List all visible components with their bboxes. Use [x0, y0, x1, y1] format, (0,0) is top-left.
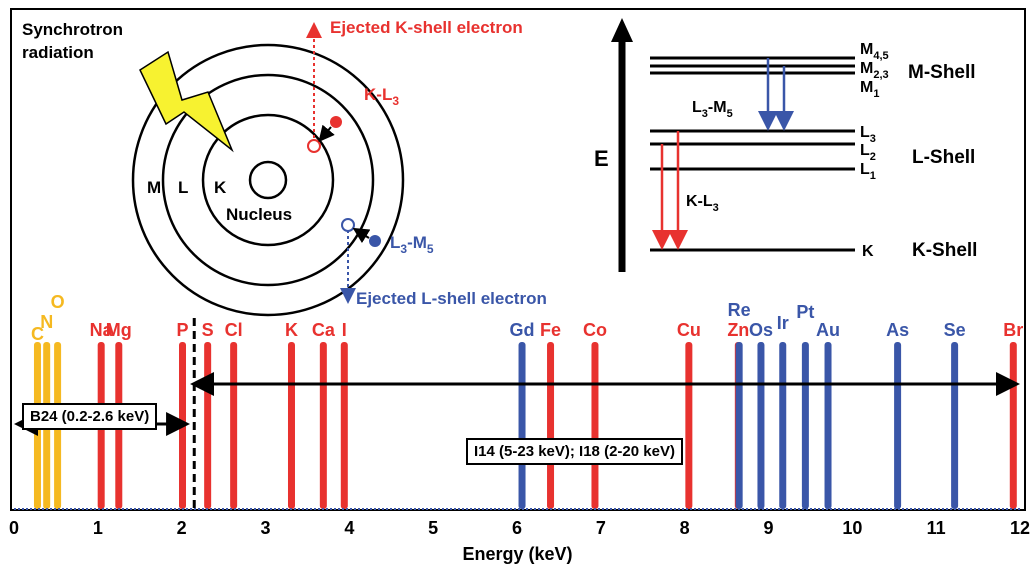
element-label-k: K [284, 320, 298, 340]
x-tick-3: 3 [260, 518, 271, 538]
emission-line-co [591, 342, 599, 509]
nucleus-circle [248, 160, 288, 200]
x-tick-7: 7 [595, 518, 606, 538]
element-label-se: Se [943, 320, 966, 340]
emission-line-au [824, 342, 832, 509]
emission-line-gd [518, 342, 526, 509]
x-tick-4: 4 [344, 518, 355, 538]
l-shell-label: L-Shell [912, 147, 975, 168]
element-label-cu: Cu [676, 320, 701, 340]
emission-line-pt [801, 342, 809, 509]
emission-line-os [757, 342, 765, 509]
emission-line-k [287, 342, 295, 509]
energy-axis-arrowhead [611, 18, 633, 42]
m-shell-label: M-Shell [908, 62, 976, 83]
emission-line-i [340, 342, 348, 509]
element-label-i: I [341, 320, 347, 340]
element-label-mg: Mg [105, 320, 132, 340]
energy-level-diagram [611, 18, 855, 272]
m-electron-icon [369, 235, 381, 247]
x-tick-10: 10 [842, 518, 863, 538]
x-tick-5: 5 [428, 518, 439, 538]
l1-level-label: L1 [860, 161, 876, 182]
element-label-pt: Pt [796, 302, 815, 322]
x-tick-9: 9 [763, 518, 774, 538]
k-level-label: K [862, 243, 874, 260]
x-tick-1: 1 [92, 518, 103, 538]
emission-line-fe [547, 342, 555, 509]
l-electron-icon [330, 116, 342, 128]
x-tick-2: 2 [176, 518, 187, 538]
energy-axis-label: E [594, 146, 609, 171]
element-label-re: Re [727, 300, 751, 320]
element-label-n: N [40, 312, 54, 332]
synchrotron-label-1: Synchrotron [22, 20, 123, 39]
element-label-p: P [176, 320, 189, 340]
emission-line-as [894, 342, 902, 509]
shell-m-ring [131, 43, 405, 317]
x-tick-11: 11 [926, 518, 946, 538]
element-label-c: C [30, 324, 44, 344]
emission-line-br [1009, 342, 1017, 509]
ejected-l-label: Ejected L-shell electron [356, 289, 547, 308]
element-label-os: Os [748, 320, 773, 340]
m1-label: M1 [860, 79, 879, 100]
m45-label: M4,5 [860, 41, 889, 62]
element-label-br: Br [1003, 320, 1024, 340]
x-tick-6: 6 [511, 518, 523, 538]
emission-line-cu [685, 342, 693, 509]
element-label-ir: Ir [776, 313, 789, 333]
element-label-fe: Fe [540, 320, 562, 340]
emission-line-cl [230, 342, 238, 509]
beamline-ranges [14, 372, 1020, 436]
shell-m-label: M [147, 178, 161, 197]
l3m5-transition-arrow [352, 227, 371, 244]
emission-line-ir [779, 342, 787, 509]
kl3-transition-label: K-L3 [686, 193, 719, 214]
element-label-au: Au [816, 320, 841, 340]
emission-lines [33, 318, 1017, 509]
shell-k-ring [201, 113, 335, 247]
kl3-label: K-L3 [364, 85, 399, 108]
x-tick-0: 0 [8, 518, 20, 538]
m23-label: M2,3 [860, 60, 889, 81]
element-label-co: Co [582, 320, 607, 340]
l3m5-transition-label: L3-M5 [692, 99, 733, 120]
k-shell-label: K-Shell [912, 240, 977, 261]
k-vacancy-icon [307, 139, 321, 153]
synchrotron-label-2: radiation [22, 43, 94, 62]
emission-line-s [204, 342, 212, 509]
x-axis-label: Energy (keV) [462, 544, 573, 564]
kl3-transition-arrow [318, 124, 335, 143]
lightning-bolt-icon [139, 50, 234, 153]
atom-diagram [131, 22, 405, 317]
b24-range-box: B24 (0.2-2.6 keV) [22, 403, 158, 430]
element-label-zn: Zn [727, 320, 750, 340]
emission-line-re [735, 342, 743, 509]
shell-l-label: L [178, 178, 188, 197]
element-label-o: O [50, 292, 65, 312]
element-label-as: As [886, 320, 910, 340]
emission-line-ca [319, 342, 327, 509]
shell-k-label: K [214, 178, 227, 197]
l2-level-label: L2 [860, 142, 876, 163]
element-label-s: S [201, 320, 214, 340]
shell-l-ring [161, 73, 375, 287]
element-label-gd: Gd [509, 320, 535, 340]
element-label-cl: Cl [224, 320, 243, 340]
ejected-k-label: Ejected K-shell electron [330, 18, 523, 37]
emission-line-se [951, 342, 959, 509]
element-label-na: Na [89, 320, 113, 340]
l3m5-label: L3-M5 [390, 233, 434, 256]
l-vacancy-icon [341, 218, 355, 232]
x-tick-8: 8 [679, 518, 690, 538]
l3-level-label: L3 [860, 124, 876, 145]
i14-i18-range-box: I14 (5-23 keV); I18 (2-20 keV) [466, 438, 683, 465]
element-label-ca: Ca [311, 320, 335, 340]
nucleus-label: Nucleus [226, 205, 292, 224]
x-tick-12: 12 [1009, 518, 1031, 538]
